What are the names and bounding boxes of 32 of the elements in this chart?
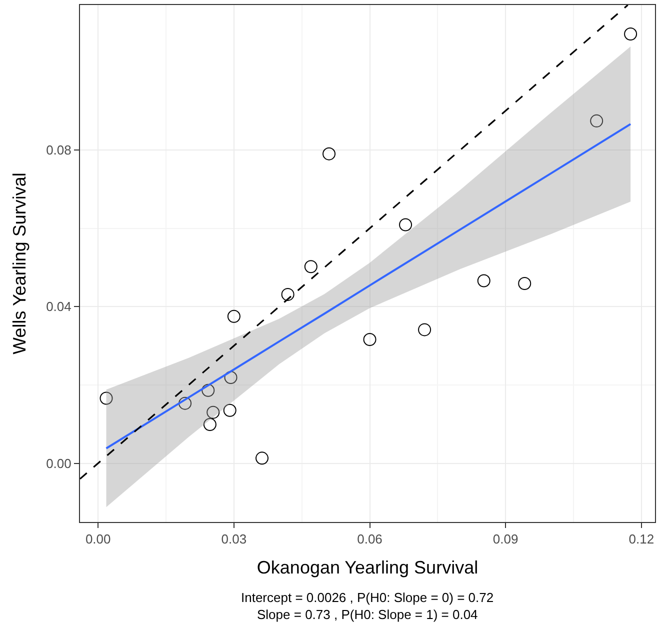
point xyxy=(206,406,220,419)
y-tick-label: 0.08 xyxy=(46,142,72,158)
point xyxy=(322,147,336,160)
point xyxy=(224,370,238,384)
y-tick-label: 0.04 xyxy=(46,299,72,314)
point xyxy=(590,114,604,128)
y-axis-title: Wells Yearling Survival xyxy=(9,172,30,354)
point xyxy=(363,332,376,346)
point xyxy=(399,218,412,232)
point xyxy=(178,396,192,410)
x-tick-label: 0.09 xyxy=(492,532,518,547)
x-tick-label: 0.00 xyxy=(85,532,111,547)
x-tick-label: 0.12 xyxy=(628,532,654,547)
point xyxy=(477,274,490,288)
point xyxy=(418,323,432,336)
x-axis-title: Okanogan Yearling Survival xyxy=(256,558,478,578)
text: Intercept = 0.0026 , P(H0: Slope = 0) = 0.72 xyxy=(241,590,494,605)
point xyxy=(223,404,236,417)
point xyxy=(256,452,269,465)
point xyxy=(203,418,216,431)
y-tick-label: 0.00 xyxy=(46,456,72,471)
x-tick-label: 0.03 xyxy=(221,532,247,547)
point xyxy=(202,384,215,397)
point xyxy=(281,288,294,301)
point xyxy=(100,392,113,405)
point xyxy=(304,260,318,274)
x-tick-label: 0.06 xyxy=(357,532,382,547)
point xyxy=(624,27,638,40)
point xyxy=(227,310,240,323)
line-series xyxy=(105,123,632,450)
point xyxy=(518,276,532,290)
text: Slope = 0.73 , P(H0: Slope = 1) = 0.04 xyxy=(257,607,478,622)
